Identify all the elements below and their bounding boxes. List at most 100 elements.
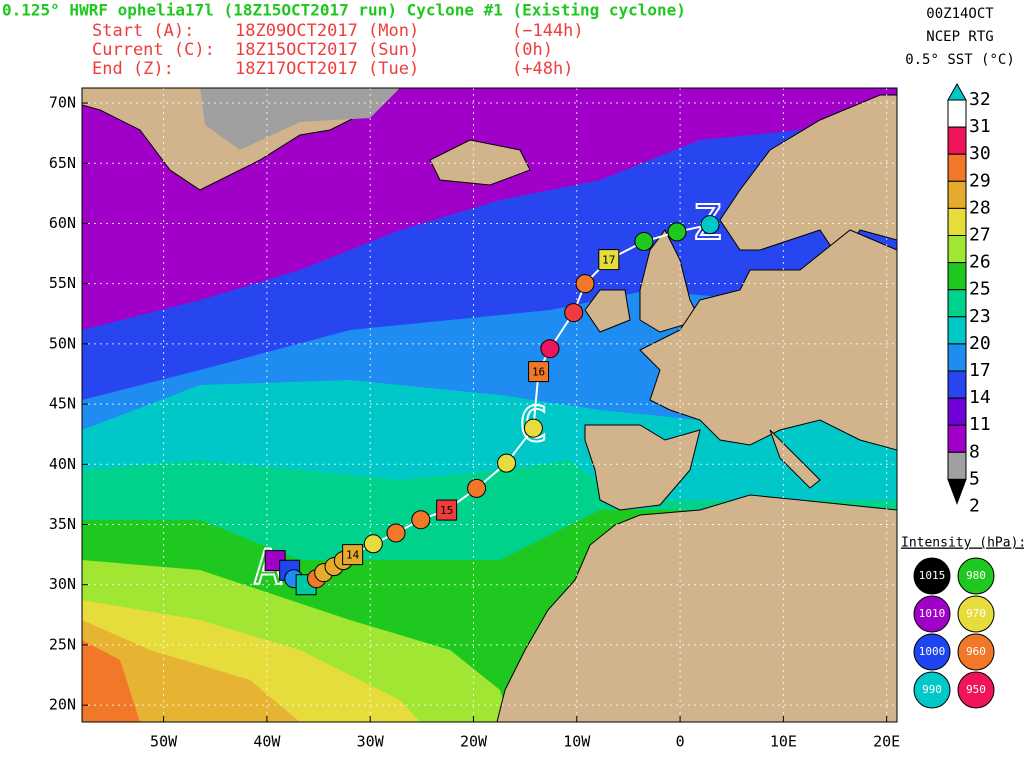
track-day	[598, 249, 620, 271]
legend-label: 950	[966, 683, 986, 696]
colorbar-label: 29	[969, 170, 991, 191]
track-point	[540, 339, 560, 359]
legend-swatch	[957, 595, 995, 633]
colorbar-label: 31	[969, 116, 991, 137]
lat-label: 65N	[49, 154, 76, 172]
lat-label: 30N	[49, 575, 76, 593]
sst-info: 0.5° SST (°C)	[905, 52, 1015, 68]
track-point	[497, 453, 517, 473]
map-frame	[81, 87, 898, 723]
colorbar-label: 23	[969, 306, 991, 327]
colorbar-segment	[947, 424, 967, 453]
track-point	[634, 232, 654, 252]
header-text: End (Z):	[92, 59, 174, 79]
colorbar-label: 30	[969, 143, 991, 164]
colorbar-segment	[947, 289, 967, 318]
track-point	[564, 303, 584, 323]
track-point	[467, 478, 487, 498]
colorbar-label: 28	[969, 197, 991, 218]
day-label: 17	[602, 254, 615, 267]
day-label: 14	[346, 549, 360, 562]
colorbar-label: 2	[969, 496, 980, 517]
britain	[639, 229, 701, 333]
colorbar-label: 17	[969, 360, 991, 381]
colorbar-label: 32	[969, 89, 991, 110]
legend-swatch	[913, 595, 951, 633]
lat-label: 40N	[49, 455, 76, 473]
header-text: 18Z09OCT2017 (Mon)	[235, 21, 419, 41]
header-text: 18Z17OCT2017 (Tue)	[235, 59, 419, 79]
lat-label: 55N	[49, 274, 76, 292]
colorbar-segment	[947, 370, 967, 399]
colorbar-arrow	[947, 82, 967, 101]
legend-label: 980	[966, 569, 986, 582]
header-text: 18Z15OCT2017 (Sun)	[235, 40, 419, 60]
iberia	[584, 424, 701, 511]
lon-label: 50W	[150, 733, 178, 751]
legend-label: 1000	[919, 645, 946, 658]
track-day	[528, 361, 550, 383]
grid	[82, 88, 897, 722]
lon-label: 10W	[563, 733, 591, 751]
iceland	[429, 139, 531, 186]
legend-label: 960	[966, 645, 986, 658]
track-point	[575, 274, 595, 294]
colorbar-segment	[947, 153, 967, 182]
lat-label: 60N	[49, 214, 76, 232]
title: 0.125° HWRF ophelia17l (18Z15OCT2017 run…	[2, 1, 686, 20]
colorbar-segment	[947, 99, 967, 128]
lon-label: 20W	[460, 733, 488, 751]
header-text: Current (C):	[92, 40, 215, 60]
colorbar-segment	[947, 207, 967, 236]
colorbar-segment	[947, 235, 967, 264]
colorbar-segment	[947, 262, 967, 291]
lat-label: 50N	[49, 334, 76, 352]
legend-swatch	[957, 671, 995, 709]
legend-label: 1010	[919, 607, 946, 620]
lon-label: 30W	[357, 733, 385, 751]
day-label: 16	[532, 366, 545, 379]
header-text: Start (A):	[92, 21, 194, 41]
track-day	[436, 499, 458, 521]
legend-swatch	[913, 633, 951, 671]
colorbar-label: 27	[969, 225, 991, 246]
legend-label: 970	[966, 607, 986, 620]
sst-band	[82, 640, 140, 722]
lat-label: 45N	[49, 395, 76, 413]
track-point	[667, 222, 687, 242]
legend-label: 990	[922, 683, 942, 696]
colorbar-label: 8	[969, 441, 980, 462]
track: ACZ14151617	[252, 194, 722, 596]
header-text: (−144h)	[512, 21, 584, 41]
colorbar-label: 26	[969, 252, 991, 273]
colorbar-label: 11	[969, 414, 991, 435]
colorbar-segment	[947, 180, 967, 209]
map: ACZ14151617	[82, 88, 897, 722]
colorbar-label: 25	[969, 279, 991, 300]
track-day	[342, 544, 364, 566]
colorbar-segment	[947, 397, 967, 426]
header-rows: Start (A): 18Z09OCT2017 (Mon) (−144h) Curre…	[92, 21, 584, 79]
sst-band	[82, 620, 300, 722]
track-point	[700, 215, 720, 235]
colorbar-arrow	[947, 478, 967, 505]
colorbar-segment	[947, 343, 967, 372]
legend-swatch	[957, 557, 995, 595]
header-text: (+48h)	[512, 59, 573, 79]
lat-label: 20N	[49, 696, 76, 714]
africa	[496, 494, 897, 722]
legend-label: 1015	[919, 569, 946, 582]
lon-label: 10E	[770, 733, 797, 751]
lat-label: 70N	[49, 94, 76, 112]
lon-label: 20E	[873, 733, 900, 751]
lon-label: 0	[676, 733, 685, 751]
colorbar-segment	[947, 126, 967, 155]
legend-title: Intensity (hPa):	[901, 536, 1024, 551]
colorbar-segment	[947, 316, 967, 345]
colorbar-segment	[947, 451, 967, 480]
day-label: 15	[440, 504, 453, 517]
track-point	[411, 510, 431, 530]
italy	[769, 429, 821, 489]
